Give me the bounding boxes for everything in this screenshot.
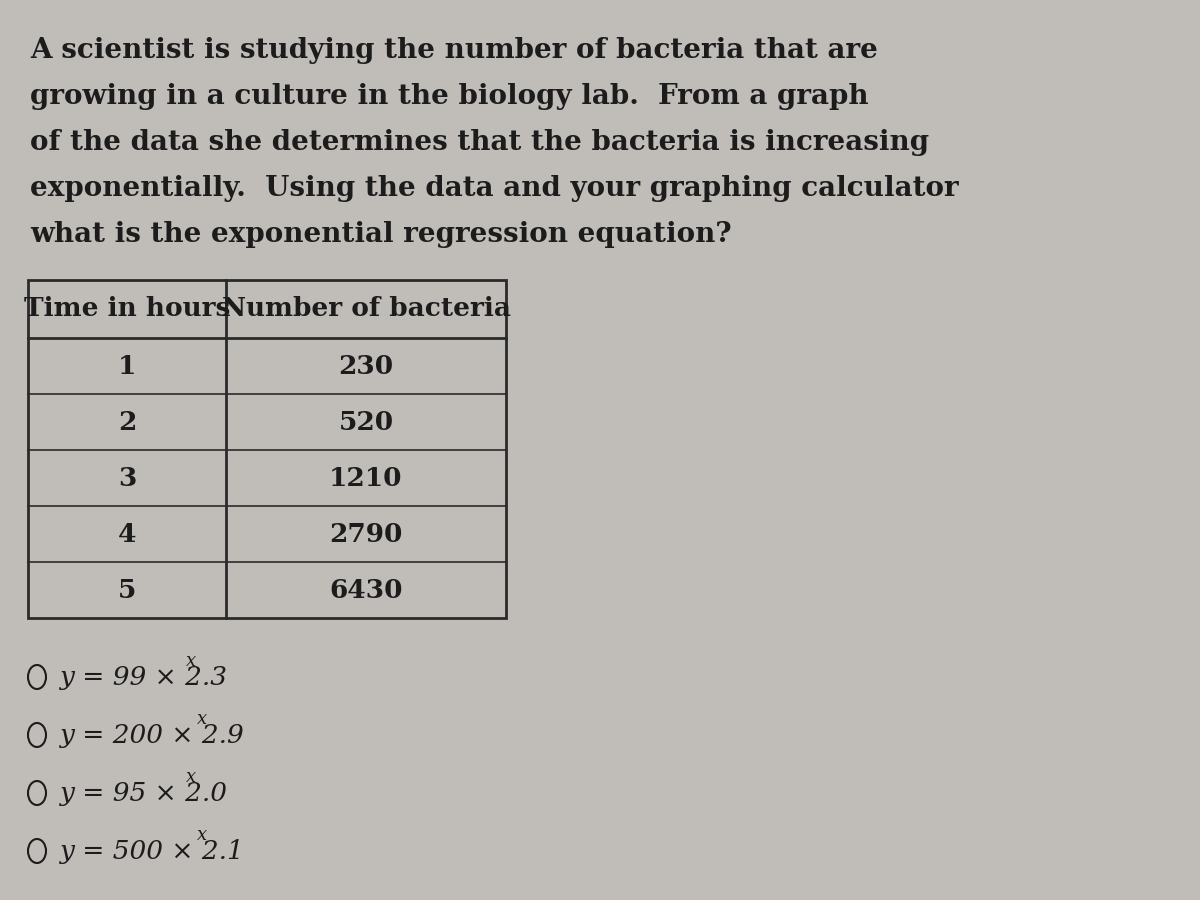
Text: Time in hours: Time in hours <box>24 296 230 321</box>
Text: of the data she determines that the bacteria is increasing: of the data she determines that the bact… <box>30 130 929 157</box>
Text: 4: 4 <box>118 521 137 546</box>
Text: what is the exponential regression equation?: what is the exponential regression equat… <box>30 221 732 248</box>
Text: 230: 230 <box>338 354 394 379</box>
Text: x: x <box>186 768 196 786</box>
Text: 3: 3 <box>118 465 136 491</box>
Text: growing in a culture in the biology lab.  From a graph: growing in a culture in the biology lab.… <box>30 84 869 111</box>
Text: 6430: 6430 <box>329 578 403 602</box>
Text: x: x <box>197 826 206 844</box>
Text: x: x <box>197 710 206 728</box>
Bar <box>28 280 506 618</box>
Text: x: x <box>186 652 196 670</box>
Text: exponentially.  Using the data and your graphing calculator: exponentially. Using the data and your g… <box>30 176 959 202</box>
Text: 2790: 2790 <box>329 521 403 546</box>
Text: y = 500 × 2.1: y = 500 × 2.1 <box>60 839 245 863</box>
Text: 2: 2 <box>118 410 136 435</box>
Text: 1210: 1210 <box>329 465 403 491</box>
Text: A scientist is studying the number of bacteria that are: A scientist is studying the number of ba… <box>30 38 878 65</box>
Text: y = 99 × 2.3: y = 99 × 2.3 <box>60 664 228 689</box>
Text: 520: 520 <box>338 410 394 435</box>
Text: 1: 1 <box>118 354 136 379</box>
Text: y = 200 × 2.9: y = 200 × 2.9 <box>60 723 245 748</box>
Text: y = 95 × 2.0: y = 95 × 2.0 <box>60 780 228 806</box>
Text: 5: 5 <box>118 578 136 602</box>
Text: Number of bacteria: Number of bacteria <box>222 296 510 321</box>
